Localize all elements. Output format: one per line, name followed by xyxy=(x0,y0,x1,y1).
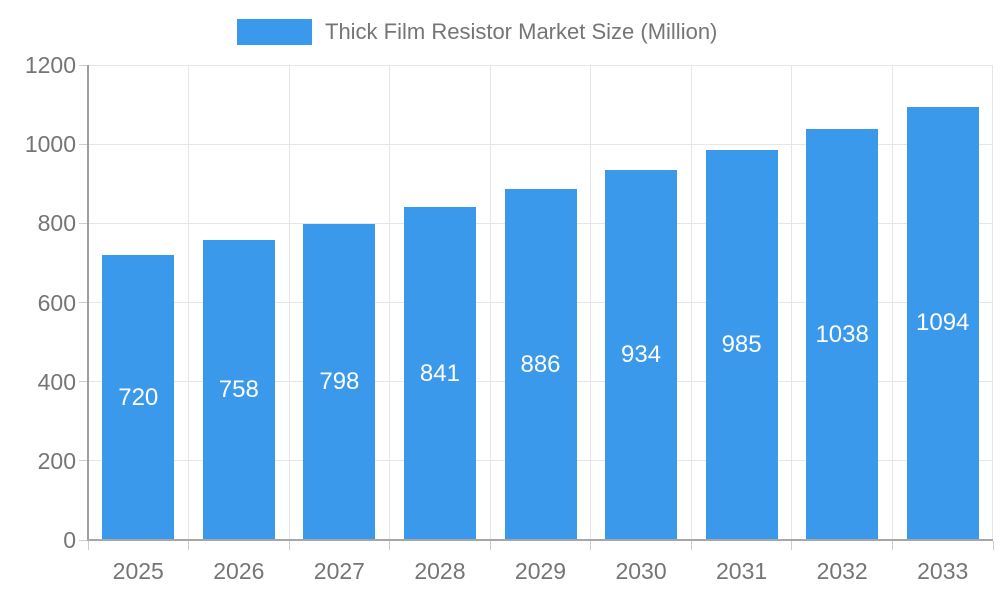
gridline-vertical xyxy=(489,65,491,540)
y-axis-tick-label: 600 xyxy=(37,289,76,316)
gridline-horizontal xyxy=(88,64,993,66)
x-axis-tick-label: 2031 xyxy=(716,558,768,584)
y-axis-tick-label: 200 xyxy=(37,447,76,474)
x-axis-tick-label: 2030 xyxy=(615,558,667,584)
y-axis-tick-label: 800 xyxy=(37,210,76,237)
legend[interactable]: Thick Film Resistor Market Size (Million… xyxy=(237,19,717,45)
bar-2027: 798 xyxy=(303,224,376,540)
y-axis-tick xyxy=(79,302,88,303)
y-axis-tick xyxy=(79,222,88,224)
bar-value-label: 798 xyxy=(319,368,360,396)
x-axis-tick-label: 2029 xyxy=(514,558,567,584)
bar-2030: 934 xyxy=(605,170,678,540)
x-axis-tick-label: 2026 xyxy=(213,558,265,584)
bar-2028: 841 xyxy=(403,207,476,540)
bar-2025: 720 xyxy=(102,255,175,540)
y-axis-tick-label: 1000 xyxy=(24,131,76,158)
gridline-vertical xyxy=(791,65,793,540)
x-axis-tick xyxy=(590,541,592,550)
y-axis-line xyxy=(87,65,89,540)
x-axis-tick-label: 2027 xyxy=(313,558,365,584)
gridline-horizontal xyxy=(88,143,993,145)
x-axis-tick xyxy=(389,541,391,550)
y-axis-tick-label: 1200 xyxy=(24,52,76,78)
gridline-vertical xyxy=(991,65,993,540)
x-axis-tick xyxy=(288,541,290,550)
legend-swatch-icon xyxy=(237,19,312,45)
gridline-vertical xyxy=(288,65,290,540)
bar-value-label: 886 xyxy=(520,350,561,378)
bar-value-label: 934 xyxy=(621,341,662,369)
bar-2031: 985 xyxy=(705,150,778,540)
x-axis-tick xyxy=(891,541,893,550)
x-axis-tick-label: 2033 xyxy=(917,558,969,584)
bar-value-label: 841 xyxy=(419,359,460,387)
x-axis-tick xyxy=(489,541,491,550)
x-axis-tick xyxy=(690,541,692,550)
bar-value-label: 985 xyxy=(721,331,762,359)
x-axis-tick xyxy=(992,541,994,550)
bar-2029: 886 xyxy=(504,189,577,540)
gridline-vertical xyxy=(590,65,592,540)
y-axis-tick xyxy=(79,143,88,145)
gridline-vertical xyxy=(891,65,893,540)
bar-value-label: 1038 xyxy=(815,320,869,348)
plot-area: 720 758 798 841 886 934 985 1038 1094 xyxy=(87,64,993,541)
y-axis-tick xyxy=(79,539,88,541)
x-axis-line xyxy=(87,539,993,541)
bar-value-label: 720 xyxy=(118,383,159,411)
y-axis-tick xyxy=(79,64,88,66)
legend-label: Thick Film Resistor Market Size (Million… xyxy=(325,19,718,44)
gridline-vertical xyxy=(188,65,190,540)
x-axis-tick xyxy=(188,541,190,550)
y-axis-tick xyxy=(79,460,88,462)
bar-value-label: 758 xyxy=(218,375,259,403)
x-axis-tick xyxy=(791,541,793,550)
bar-value-label: 1094 xyxy=(916,309,970,337)
bar-2033: 1094 xyxy=(906,106,979,540)
gridline-vertical xyxy=(389,65,391,540)
bar-2026: 758 xyxy=(202,239,275,540)
x-axis-tick-label: 2028 xyxy=(414,558,466,584)
gridline-vertical xyxy=(690,65,692,540)
y-axis-tick-label: 0 xyxy=(63,527,76,553)
bar-2032: 1038 xyxy=(806,129,879,540)
x-axis-tick-label: 2032 xyxy=(816,558,868,584)
x-axis-tick-label: 2025 xyxy=(112,558,164,584)
x-axis-tick xyxy=(87,541,89,550)
y-axis-tick xyxy=(79,381,88,383)
y-axis-tick-label: 400 xyxy=(37,368,76,395)
